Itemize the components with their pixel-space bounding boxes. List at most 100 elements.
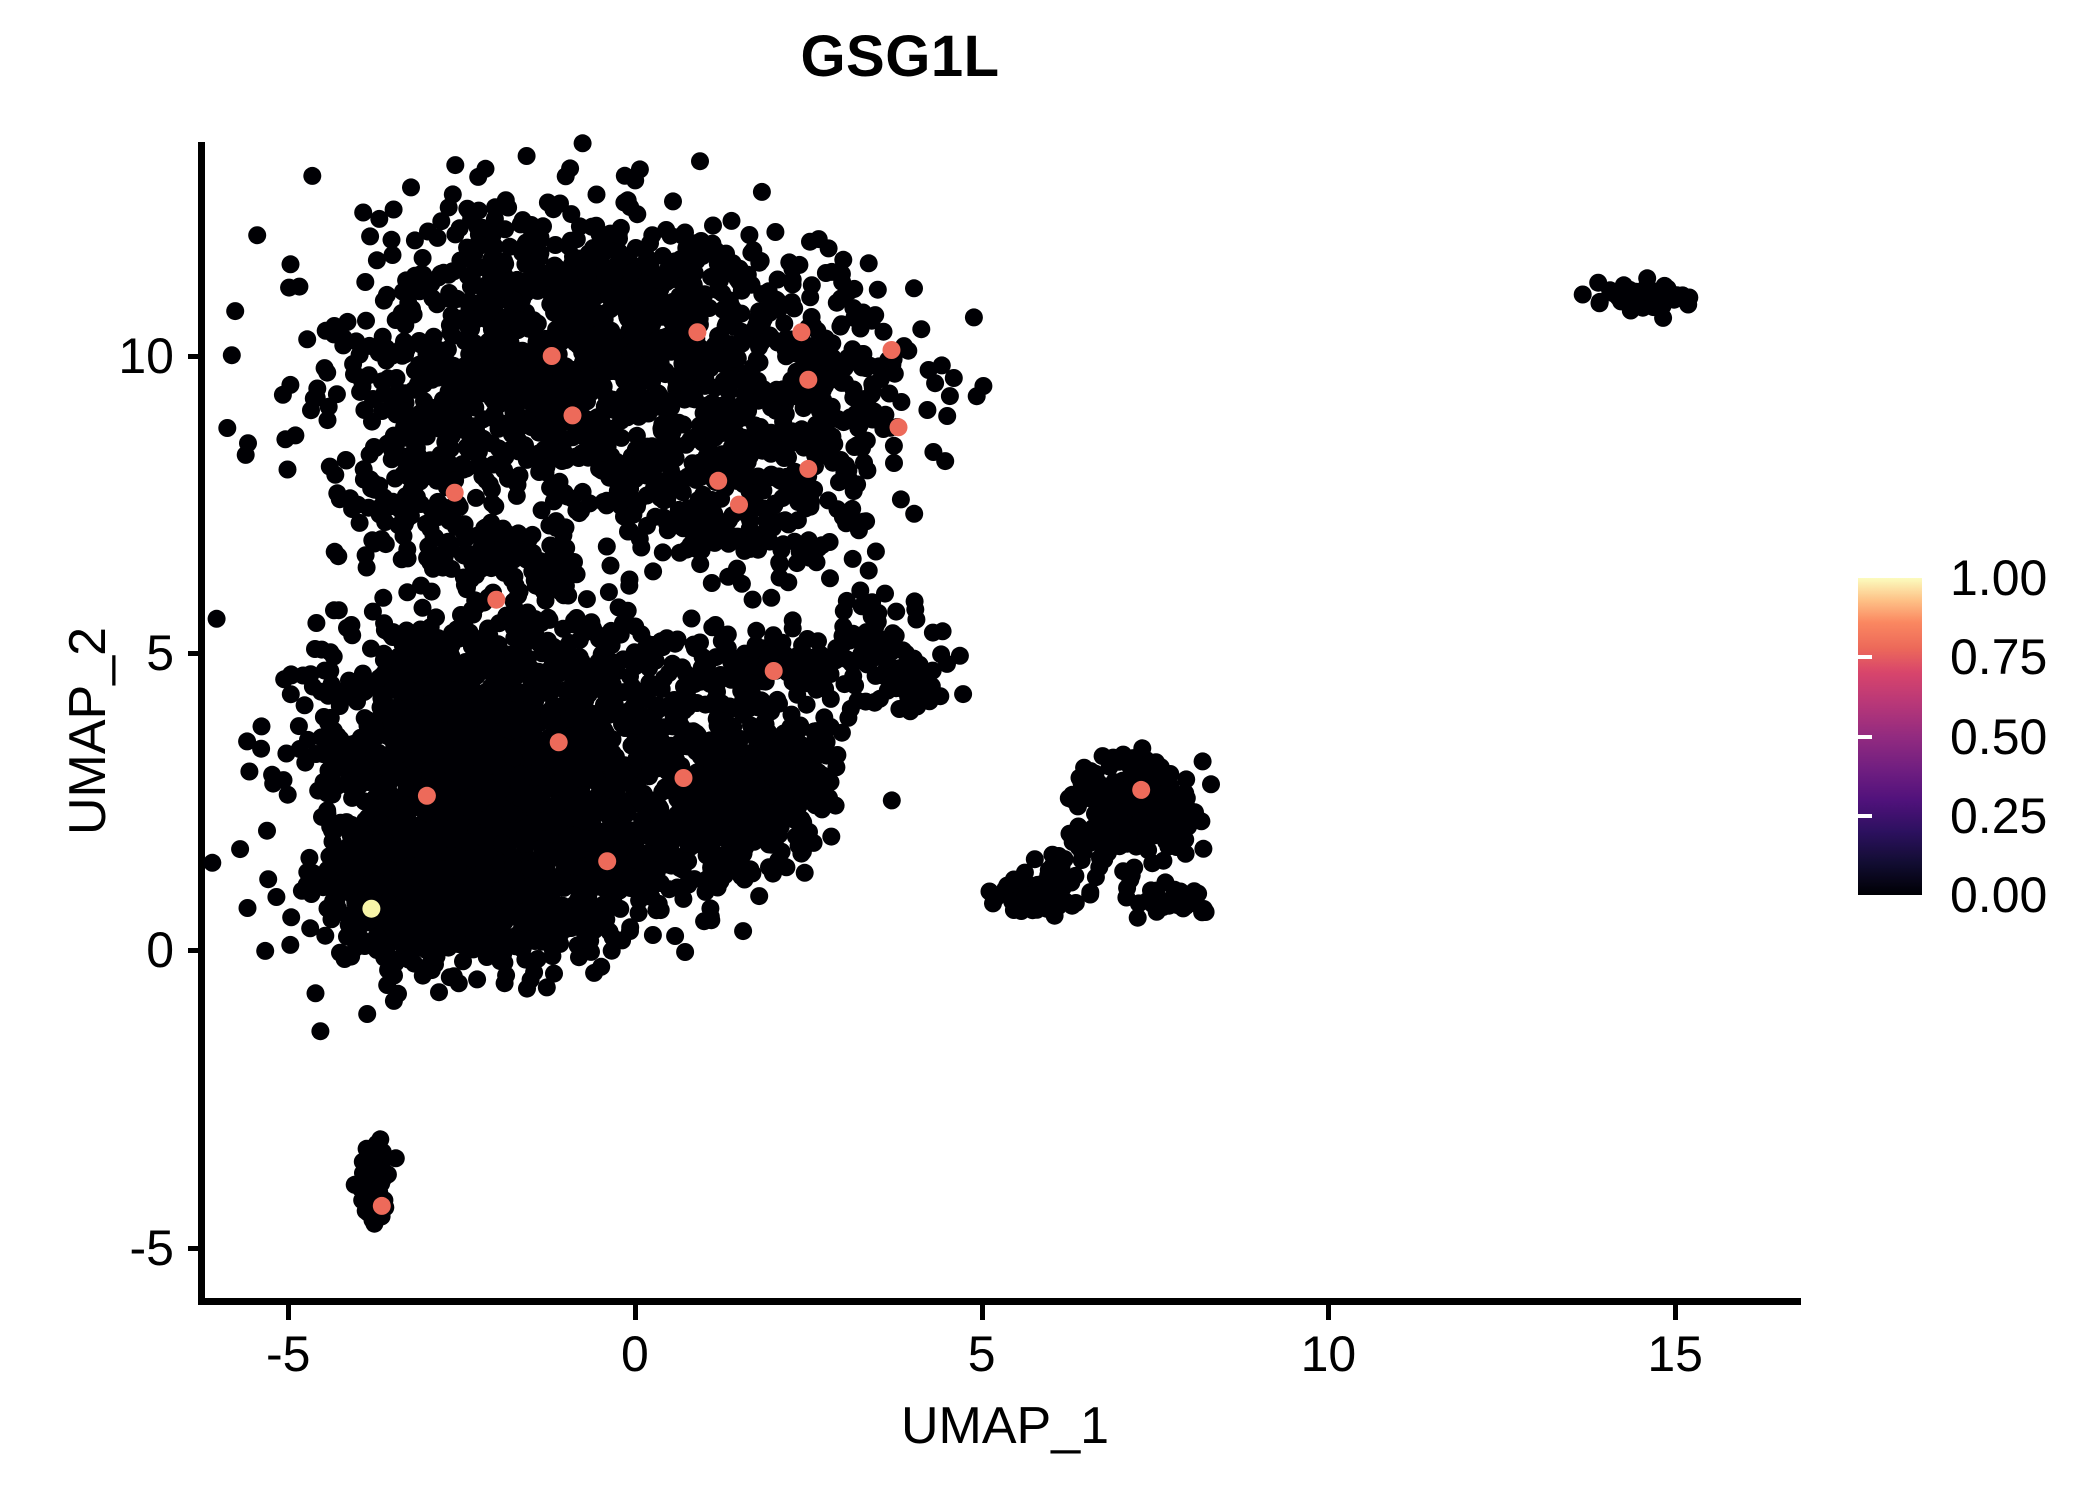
scatter-point xyxy=(497,966,516,985)
scatter-point xyxy=(473,374,492,393)
scatter-point xyxy=(258,821,276,840)
scatter-point xyxy=(647,901,666,920)
scatter-point xyxy=(498,906,517,925)
scatter-point xyxy=(382,450,401,469)
scatter-point xyxy=(418,677,437,696)
scatter-point xyxy=(826,796,845,815)
scatter-point xyxy=(577,330,596,349)
scatter-point xyxy=(944,369,963,387)
scatter-point xyxy=(504,856,523,875)
scatter-point xyxy=(654,491,673,510)
scatter-point xyxy=(638,516,656,535)
scatter-point xyxy=(318,860,337,879)
scatter-point xyxy=(543,559,562,578)
scatter-point xyxy=(637,486,656,505)
scatter-point xyxy=(536,673,555,691)
scatter-point xyxy=(703,618,722,637)
scatter-point xyxy=(601,300,620,319)
scatter-point xyxy=(642,287,661,306)
scatter-point xyxy=(807,415,826,434)
scatter-point xyxy=(719,567,738,586)
scatter-point xyxy=(557,430,576,449)
scatter-point xyxy=(798,741,817,760)
scatter-point xyxy=(628,205,647,224)
scatter-point xyxy=(384,991,403,1010)
scatter-point xyxy=(517,147,536,165)
scatter-point xyxy=(459,833,478,852)
scatter-point xyxy=(509,524,528,543)
scatter-point xyxy=(736,835,755,854)
scatter-point xyxy=(592,735,611,754)
scatter-point xyxy=(707,709,726,728)
scatter-point xyxy=(822,447,841,466)
scatter-point xyxy=(384,426,403,445)
scatter-point xyxy=(604,623,622,642)
scatter-point xyxy=(653,782,672,801)
scatter-point xyxy=(783,619,802,638)
scatter-point xyxy=(398,583,417,602)
scatter-point xyxy=(417,280,436,299)
scatter-point xyxy=(679,872,698,891)
scatter-point xyxy=(626,617,645,636)
scatter-point xyxy=(473,701,492,720)
scatter-point xyxy=(356,273,375,291)
scatter-point xyxy=(691,555,710,574)
scatter-point xyxy=(533,413,552,432)
scatter-point xyxy=(720,533,739,552)
scatter-point xyxy=(343,922,362,941)
scatter-point xyxy=(505,379,524,398)
scatter-point xyxy=(361,470,380,489)
scatter-point xyxy=(485,404,504,423)
scatter-point xyxy=(734,461,753,480)
scatter-point xyxy=(615,364,634,382)
scatter-point xyxy=(401,665,420,684)
scatter-point xyxy=(926,374,945,393)
scatter-point xyxy=(497,308,516,327)
scatter-point xyxy=(676,943,695,961)
scatter-point xyxy=(644,562,663,581)
scatter-point xyxy=(382,840,400,859)
scatter-point xyxy=(594,443,613,462)
scatter-point xyxy=(837,456,855,475)
scatter-point xyxy=(748,309,767,328)
scatter-point xyxy=(741,539,760,558)
scatter-point xyxy=(704,864,723,882)
scatter-point xyxy=(464,605,483,624)
scatter-point xyxy=(750,338,768,356)
scatter-point xyxy=(853,345,872,364)
scatter-point xyxy=(793,842,812,861)
scatter-point xyxy=(618,804,637,823)
scatter-point xyxy=(885,454,903,472)
scatter-point xyxy=(520,413,539,432)
scatter-point xyxy=(525,616,544,635)
scatter-point xyxy=(795,760,813,779)
scatter-point xyxy=(776,405,795,423)
scatter-point xyxy=(722,211,741,230)
scatter-point xyxy=(637,821,656,840)
scatter-point xyxy=(638,634,657,653)
scatter-point xyxy=(573,482,592,501)
scatter-point xyxy=(341,741,360,760)
scatter-point xyxy=(422,582,441,601)
scatter-point xyxy=(549,809,568,828)
scatter-point xyxy=(581,719,600,738)
scatter-point xyxy=(428,546,447,565)
scatter-point xyxy=(300,848,319,867)
scatter-point xyxy=(593,461,612,480)
scatter-point xyxy=(562,205,581,224)
scatter-point xyxy=(702,574,721,592)
scatter-point xyxy=(551,194,569,213)
scatter-point xyxy=(718,784,737,803)
scatter-point xyxy=(282,908,301,927)
scatter-point xyxy=(569,890,587,909)
scatter-point xyxy=(832,723,851,742)
scatter-point xyxy=(773,512,792,530)
scatter-point xyxy=(754,428,773,447)
scatter-point xyxy=(470,770,489,789)
scatter-point xyxy=(586,866,605,885)
scatter-point xyxy=(296,753,315,772)
scatter-point xyxy=(707,518,726,537)
scatter-point xyxy=(278,460,297,479)
scatter-point xyxy=(549,930,568,949)
scatter-point xyxy=(248,226,267,245)
